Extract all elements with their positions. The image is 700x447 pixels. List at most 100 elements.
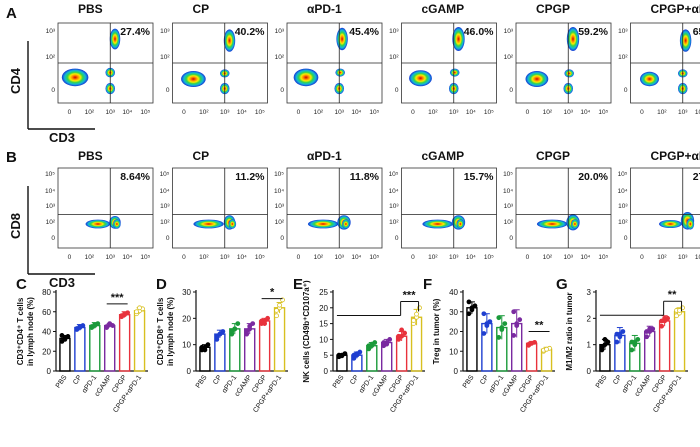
y-tick-label: 0 [509, 235, 513, 242]
density-cluster [409, 70, 432, 87]
y-tick-label: 20 [42, 347, 51, 356]
x-tick-label: 10² [199, 254, 209, 261]
y-tick-label: 10² [46, 219, 56, 226]
y-tick-label: 5 [324, 351, 329, 360]
x-tick-label: 10³ [564, 254, 574, 261]
y-tick-label: 10 [449, 347, 458, 356]
y-tick-label: 10³ [46, 203, 56, 210]
data-point [466, 311, 472, 317]
panel-letter: E [293, 276, 303, 293]
category-label: CP [349, 374, 361, 386]
density-cluster [456, 219, 465, 229]
data-point [396, 333, 402, 339]
category-label: CP [72, 374, 84, 386]
chart-d: D 0 10 20 30 CD3⁺CD8⁺ T cells in lymph node (%… [156, 276, 288, 414]
x-tick-label: 10³ [564, 109, 574, 116]
x-tick-label: 10³ [678, 109, 688, 116]
quadrant-percent: 40.2% [235, 26, 265, 38]
y-tick-label: 25 [319, 288, 328, 297]
flow-ylabel: CD8 [8, 213, 23, 239]
flow-plot-title: CP [193, 2, 210, 16]
data-point [354, 351, 360, 357]
panel-letter: F [423, 276, 432, 293]
density-cluster [659, 220, 682, 228]
density-cluster [181, 71, 206, 87]
density-cluster [525, 71, 549, 87]
data-point [647, 326, 653, 332]
bar [466, 307, 478, 372]
data-point [499, 325, 505, 330]
x-tick-label: 10³ [449, 254, 459, 261]
density-cluster [228, 219, 237, 229]
flow-plot-frame [57, 167, 154, 249]
panel-b: B PBS 8.64% 0 10² 10³ 10⁴ 10⁵ 10⁵ 10⁴ 10³ 10² 0 CP 11.… [6, 149, 700, 290]
flow-plot-title: CPGP+αPD-1 [651, 149, 700, 163]
y-tick-label: 60 [42, 308, 51, 317]
density-cluster [342, 219, 350, 229]
significance-label: *** [403, 289, 417, 301]
x-tick-label: 0 [68, 109, 72, 116]
data-point [644, 334, 650, 340]
quadrant-percent: 15.7% [464, 171, 494, 183]
x-tick-label: 10³ [106, 109, 116, 116]
x-tick-label: 10² [428, 109, 438, 116]
y-tick-label: 80 [42, 288, 51, 297]
panel-letter: A [6, 5, 17, 22]
category-label: PBS [332, 374, 346, 390]
flow-plot-title: αPD-1 [307, 2, 342, 16]
category-label: PBS [595, 374, 609, 390]
significance-label: *** [111, 292, 125, 304]
y-tick-label: 0 [395, 235, 399, 242]
x-tick-label: 10⁵ [369, 254, 379, 261]
y-axis-label: in lymph node (%) [166, 297, 175, 366]
y-tick-label: 40 [42, 328, 51, 337]
y-tick-label: 10⁵ [503, 171, 513, 178]
quadrant-percent: 45.4% [349, 26, 379, 38]
flow-plot: PBS 8.64% 0 10² 10³ 10⁴ 10⁵ 10⁵ 10⁴ 10³ 10² 0 [45, 149, 154, 261]
quadrant-percent: 27.4% [120, 26, 150, 38]
x-tick-label: 0 [411, 109, 415, 116]
y-tick-label: 10³ [160, 28, 170, 35]
y-tick-label: 20 [449, 328, 458, 337]
data-point [265, 315, 271, 321]
bar [673, 311, 686, 372]
x-tick-label: 0 [640, 109, 644, 116]
y-tick-label: 10⁵ [618, 171, 628, 178]
data-point [107, 321, 113, 327]
y-tick-label: 0 [51, 235, 55, 242]
data-point [229, 329, 235, 334]
quadrant-percent: 11.2% [235, 171, 265, 183]
density-cluster [109, 28, 121, 50]
flow-plot: αPD-1 45.4% 0 10² 10³ 10⁴ 10⁵ 10³ 10² 0 [275, 2, 383, 116]
data-point [274, 313, 279, 319]
x-tick-label: 10⁴ [695, 254, 700, 261]
y-tick-label: 0 [187, 367, 192, 376]
y-tick-label: 3 [587, 288, 592, 297]
x-tick-label: 10⁴ [237, 254, 247, 261]
y-tick-label: 0 [624, 87, 628, 94]
y-tick-label: 10³ [618, 203, 628, 210]
x-tick-label: 0 [526, 109, 530, 116]
y-tick-label: 30 [182, 288, 191, 297]
density-cluster [335, 68, 345, 77]
data-point [617, 331, 623, 337]
x-tick-label: 0 [526, 254, 530, 261]
data-point [387, 336, 393, 342]
y-tick-label: 20 [319, 304, 328, 313]
bar [89, 324, 101, 372]
flow-plot: αPD-1 11.8% 0 10² 10³ 10⁴ 10⁵ 10⁵ 10⁴ 10³ 10² 0 [274, 149, 383, 261]
density-cluster [336, 27, 348, 51]
density-cluster [564, 69, 574, 78]
y-tick-label: 10³ [275, 203, 285, 210]
flow-plot-title: CPGP [536, 2, 570, 16]
chart-e: E 0 5 10 15 20 25 NK cells (CD49b⁺CD107a⁺) PBS CP… [293, 276, 425, 414]
density-cluster [61, 68, 89, 87]
panel-letter: D [156, 276, 167, 293]
x-tick-label: 10² [85, 109, 95, 116]
x-tick-label: 10² [314, 254, 324, 261]
bar [74, 326, 86, 372]
data-point [235, 321, 241, 327]
density-cluster [113, 219, 121, 229]
